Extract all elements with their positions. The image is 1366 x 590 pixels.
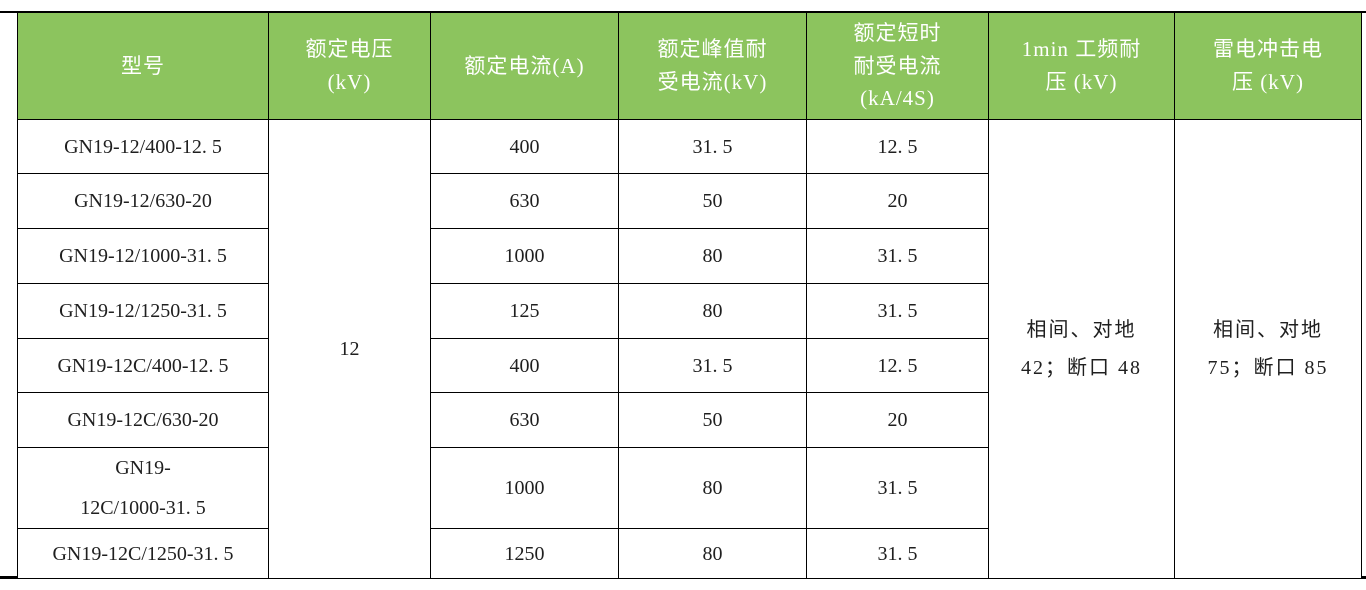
table-row: GN19-12C/1250-31. 5 1250 80 31. 5 xyxy=(17,528,1362,579)
short-time-current-cell: 31. 5 xyxy=(806,528,989,579)
lightning-impulse-merged-cell: 相间、对地 75；断口 85 xyxy=(1174,119,1362,579)
rated-voltage-merged-cell: 12 xyxy=(268,119,431,579)
col-header-power-frequency-withstand: 1min 工频耐 压 (kV) xyxy=(988,12,1175,120)
peak-current-cell: 80 xyxy=(618,447,807,529)
model-cell: GN19- 12C/1000-31. 5 xyxy=(17,447,269,529)
short-time-current-cell: 31. 5 xyxy=(806,283,989,339)
col-header-short-time-withstand-current: 额定短时 耐受电流 (kA/4S) xyxy=(806,12,989,120)
header-row: 型号 额定电压 (kV) 额定电流(A) 额定峰值耐 受电流(kV) 额定短时 … xyxy=(17,12,1362,120)
short-time-current-cell: 31. 5 xyxy=(806,447,989,529)
short-time-current-cell: 20 xyxy=(806,173,989,229)
table-row: GN19- 12C/1000-31. 5 1000 80 31. 5 xyxy=(17,447,1362,529)
rated-current-cell: 1250 xyxy=(430,528,619,579)
rated-current-cell: 630 xyxy=(430,392,619,448)
rated-current-cell: 1000 xyxy=(430,447,619,529)
switch-spec-table: 型号 额定电压 (kV) 额定电流(A) 额定峰值耐 受电流(kV) 额定短时 … xyxy=(17,12,1362,579)
peak-current-cell: 50 xyxy=(618,173,807,229)
peak-current-cell: 80 xyxy=(618,228,807,284)
model-cell: GN19-12/400-12. 5 xyxy=(17,119,269,174)
col-header-lightning-impulse: 雷电冲击电 压 (kV) xyxy=(1174,12,1362,120)
model-cell: GN19-12/1000-31. 5 xyxy=(17,228,269,284)
col-header-peak-withstand-current: 额定峰值耐 受电流(kV) xyxy=(618,12,807,120)
short-time-current-cell: 31. 5 xyxy=(806,228,989,284)
peak-current-cell: 31. 5 xyxy=(618,119,807,174)
model-cell: GN19-12C/1250-31. 5 xyxy=(17,528,269,579)
power-frequency-merged-cell: 相间、对地 42；断口 48 xyxy=(988,119,1175,579)
table-row: GN19-12/1250-31. 5 125 80 31. 5 xyxy=(17,283,1362,339)
model-cell: GN19-12/630-20 xyxy=(17,173,269,229)
table-row: GN19-12/630-20 630 50 20 xyxy=(17,173,1362,229)
peak-current-cell: 80 xyxy=(618,283,807,339)
rated-current-cell: 400 xyxy=(430,119,619,174)
rated-current-cell: 125 xyxy=(430,283,619,339)
rated-current-cell: 400 xyxy=(430,338,619,393)
model-cell: GN19-12/1250-31. 5 xyxy=(17,283,269,339)
col-header-rated-current: 额定电流(A) xyxy=(430,12,619,120)
model-cell: GN19-12C/400-12. 5 xyxy=(17,338,269,393)
peak-current-cell: 50 xyxy=(618,392,807,448)
col-header-model: 型号 xyxy=(17,12,269,120)
short-time-current-cell: 12. 5 xyxy=(806,338,989,393)
table-row: GN19-12/1000-31. 5 1000 80 31. 5 xyxy=(17,228,1362,284)
peak-current-cell: 31. 5 xyxy=(618,338,807,393)
table-row: GN19-12/400-12. 5 12 400 31. 5 12. 5 相间、… xyxy=(17,119,1362,579)
rated-current-cell: 630 xyxy=(430,173,619,229)
col-header-rated-voltage: 额定电压 (kV) xyxy=(268,12,431,120)
short-time-current-cell: 12. 5 xyxy=(806,119,989,174)
model-cell: GN19-12C/630-20 xyxy=(17,392,269,448)
peak-current-cell: 80 xyxy=(618,528,807,579)
rated-current-cell: 1000 xyxy=(430,228,619,284)
short-time-current-cell: 20 xyxy=(806,392,989,448)
